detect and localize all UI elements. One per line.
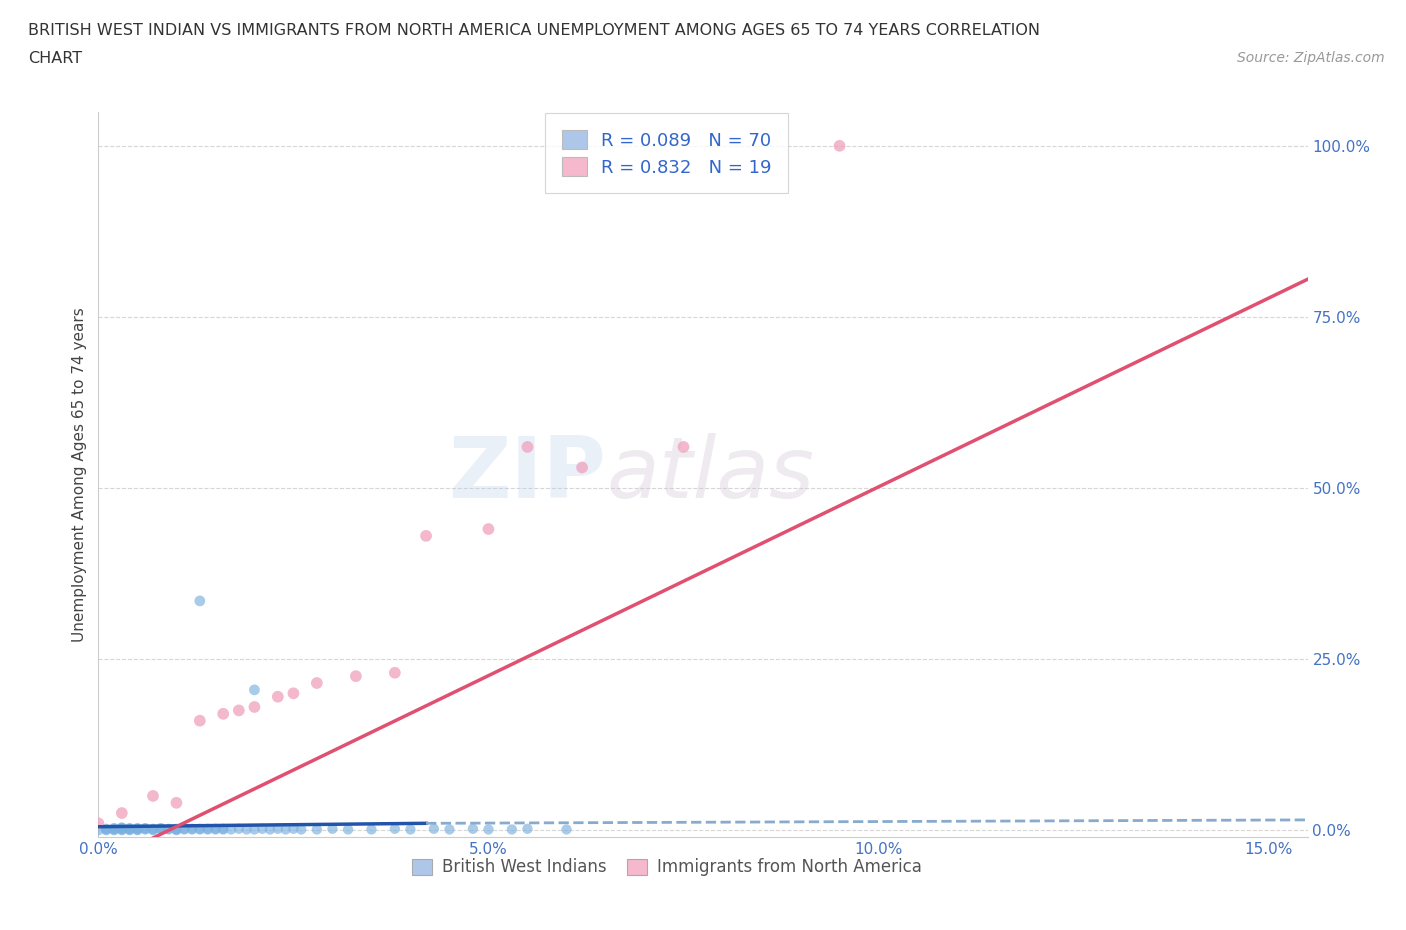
Point xyxy=(181,821,204,836)
Point xyxy=(399,822,422,837)
Point xyxy=(142,823,165,838)
Point xyxy=(415,528,437,543)
Point xyxy=(157,821,180,836)
Point xyxy=(188,593,211,608)
Point xyxy=(149,822,172,837)
Point xyxy=(127,823,149,838)
Point xyxy=(173,822,195,837)
Point xyxy=(305,675,328,690)
Point xyxy=(111,821,134,836)
Point xyxy=(157,822,180,837)
Point xyxy=(197,821,219,836)
Point xyxy=(212,707,235,722)
Point xyxy=(290,822,312,837)
Point xyxy=(173,821,195,836)
Text: atlas: atlas xyxy=(606,432,814,516)
Point xyxy=(118,821,141,836)
Point xyxy=(477,522,499,537)
Point xyxy=(212,821,235,836)
Point xyxy=(103,820,125,835)
Point xyxy=(516,440,538,455)
Point xyxy=(142,821,165,836)
Point xyxy=(672,440,695,455)
Point xyxy=(165,823,187,838)
Point xyxy=(103,823,125,838)
Point xyxy=(461,821,484,836)
Point xyxy=(87,816,110,830)
Point xyxy=(204,821,226,836)
Point xyxy=(212,822,235,837)
Point xyxy=(96,821,118,836)
Legend: British West Indians, Immigrants from North America: British West Indians, Immigrants from No… xyxy=(405,852,928,883)
Text: BRITISH WEST INDIAN VS IMMIGRANTS FROM NORTH AMERICA UNEMPLOYMENT AMONG AGES 65 : BRITISH WEST INDIAN VS IMMIGRANTS FROM N… xyxy=(28,23,1040,38)
Point xyxy=(555,822,578,837)
Point xyxy=(127,820,149,835)
Point xyxy=(252,821,274,836)
Point xyxy=(283,685,305,700)
Point xyxy=(571,460,593,475)
Text: ZIP: ZIP xyxy=(449,432,606,516)
Point xyxy=(149,820,172,835)
Point xyxy=(197,822,219,837)
Point xyxy=(103,822,125,837)
Point xyxy=(501,822,523,837)
Point xyxy=(188,822,211,837)
Y-axis label: Unemployment Among Ages 65 to 74 years: Unemployment Among Ages 65 to 74 years xyxy=(72,307,87,642)
Point xyxy=(305,822,328,837)
Point xyxy=(477,822,499,837)
Point xyxy=(118,823,141,838)
Text: CHART: CHART xyxy=(28,51,82,66)
Point xyxy=(134,822,156,837)
Point xyxy=(188,821,211,836)
Point xyxy=(516,821,538,836)
Point xyxy=(127,821,149,836)
Point xyxy=(384,665,406,680)
Point xyxy=(111,823,134,838)
Point xyxy=(181,822,204,837)
Point xyxy=(142,789,165,804)
Point xyxy=(188,713,211,728)
Point xyxy=(142,822,165,837)
Point xyxy=(243,699,266,714)
Point xyxy=(87,823,110,838)
Point xyxy=(134,820,156,835)
Point xyxy=(259,822,281,837)
Point xyxy=(344,669,367,684)
Point xyxy=(360,822,382,837)
Point xyxy=(96,823,118,838)
Point xyxy=(283,821,305,836)
Point xyxy=(134,821,156,836)
Point xyxy=(111,820,134,835)
Point xyxy=(204,822,226,837)
Point xyxy=(103,821,125,836)
Point xyxy=(219,822,242,837)
Point xyxy=(423,821,446,836)
Point xyxy=(384,821,406,836)
Point xyxy=(111,822,134,837)
Point xyxy=(149,821,172,836)
Point xyxy=(96,822,118,837)
Point xyxy=(111,805,134,820)
Point xyxy=(127,822,149,837)
Point xyxy=(321,821,343,836)
Point xyxy=(828,139,851,153)
Point xyxy=(337,822,360,837)
Point xyxy=(165,821,187,836)
Point xyxy=(228,821,250,836)
Point xyxy=(228,703,250,718)
Point xyxy=(165,822,187,837)
Point xyxy=(235,822,257,837)
Point xyxy=(165,795,187,810)
Point xyxy=(243,683,266,698)
Point xyxy=(274,822,297,837)
Point xyxy=(439,822,461,837)
Text: Source: ZipAtlas.com: Source: ZipAtlas.com xyxy=(1237,51,1385,65)
Point xyxy=(267,689,290,704)
Point xyxy=(118,822,141,837)
Point xyxy=(118,820,141,835)
Point xyxy=(267,821,290,836)
Point xyxy=(111,820,134,835)
Point xyxy=(243,822,266,837)
